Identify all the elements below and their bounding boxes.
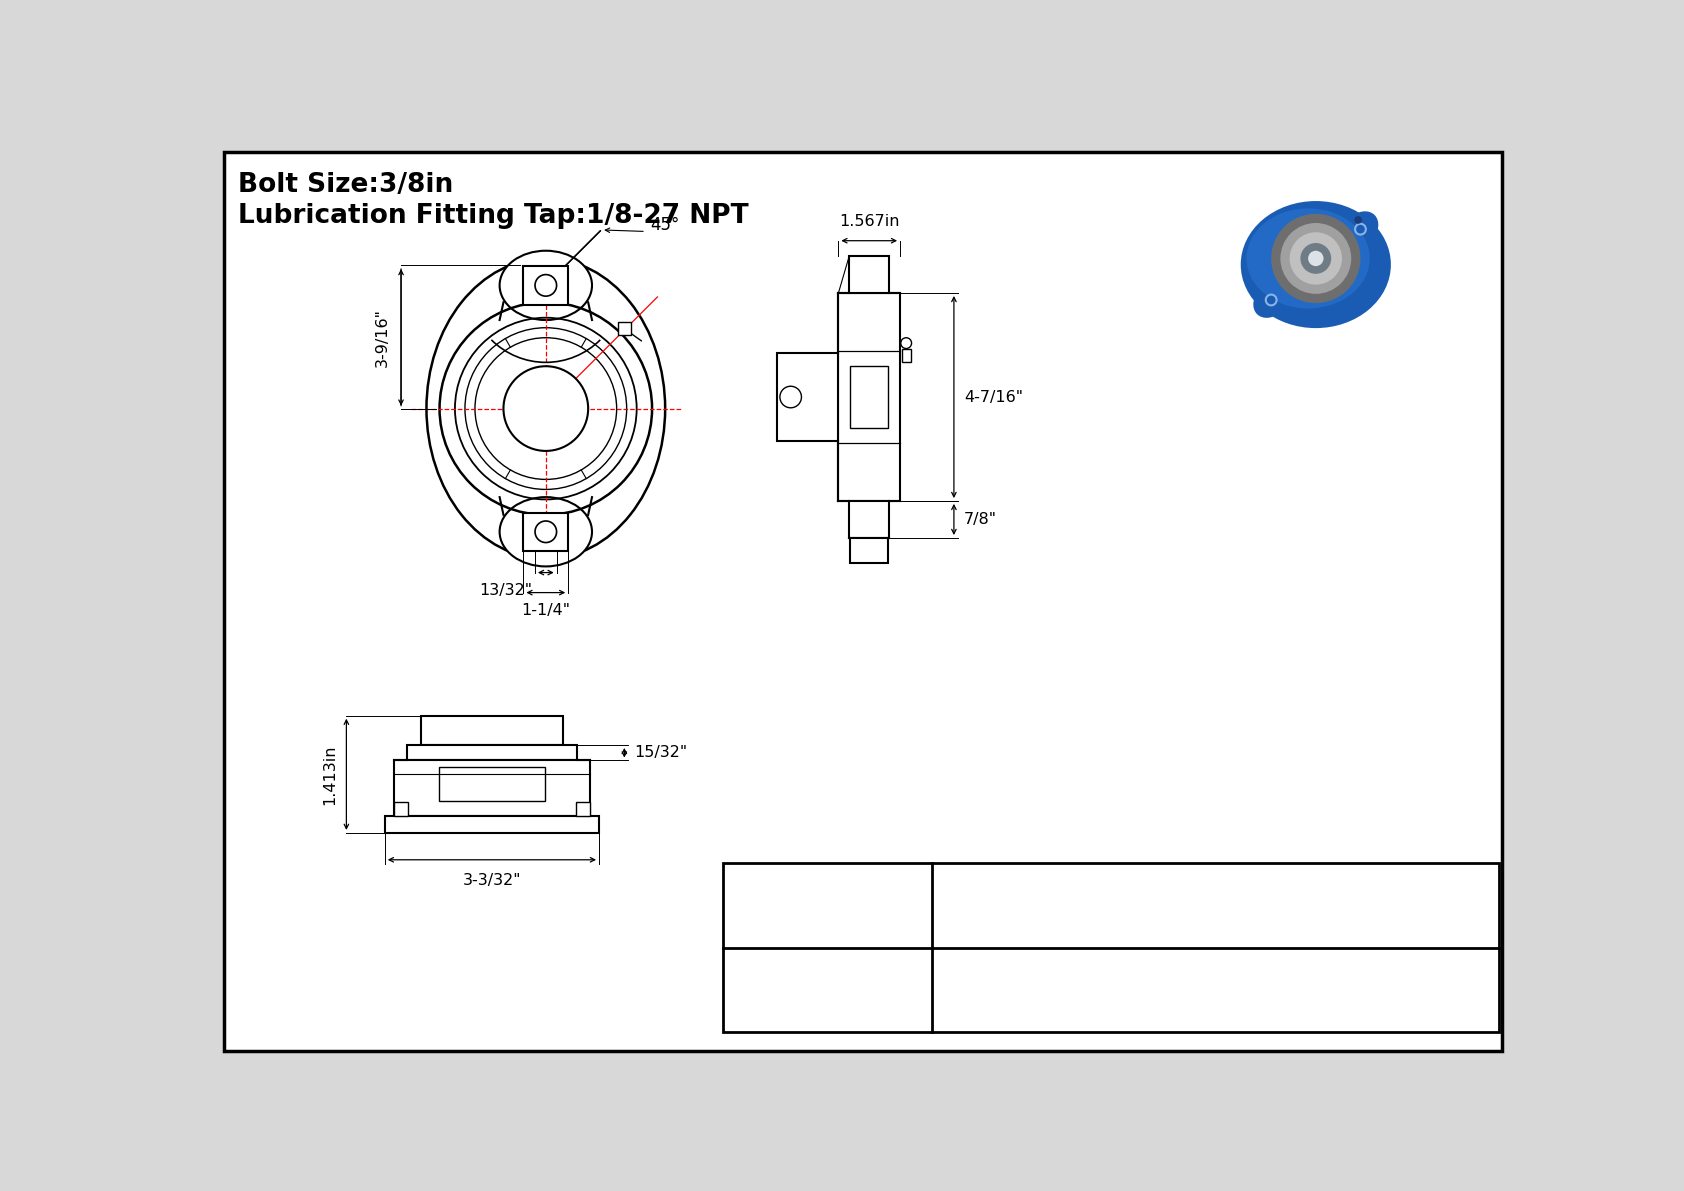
Text: UEFX206-20: UEFX206-20 xyxy=(1154,964,1276,983)
Circle shape xyxy=(1271,213,1361,303)
Ellipse shape xyxy=(1246,208,1369,308)
Text: 1.413in: 1.413in xyxy=(322,744,337,805)
Text: 1-1/4": 1-1/4" xyxy=(522,604,571,618)
Circle shape xyxy=(1354,216,1362,224)
Text: ®: ® xyxy=(844,877,862,894)
Text: 13/32": 13/32" xyxy=(478,584,532,598)
Bar xyxy=(901,349,911,362)
Bar xyxy=(776,353,839,442)
Text: 4-7/16": 4-7/16" xyxy=(963,389,1022,405)
Text: Email: lilybearing@lily-bearing.com: Email: lilybearing@lily-bearing.com xyxy=(1079,910,1351,925)
Bar xyxy=(618,323,630,335)
Circle shape xyxy=(1266,294,1276,305)
Text: Two-Bolt Flange Bearing Accu-Loc Concentric Collar
Locking: Two-Bolt Flange Bearing Accu-Loc Concent… xyxy=(1027,986,1404,1018)
Circle shape xyxy=(1290,232,1342,285)
Circle shape xyxy=(1300,243,1332,274)
Ellipse shape xyxy=(500,497,593,567)
Text: Bolt Size:3/8in: Bolt Size:3/8in xyxy=(237,173,453,198)
Text: 3-3/32": 3-3/32" xyxy=(463,873,520,887)
Circle shape xyxy=(1308,251,1324,266)
Ellipse shape xyxy=(500,251,593,320)
Bar xyxy=(394,761,589,816)
Ellipse shape xyxy=(1253,282,1288,318)
Bar xyxy=(850,366,889,428)
Bar xyxy=(839,293,899,501)
Bar xyxy=(722,862,1499,1033)
Circle shape xyxy=(1356,224,1366,235)
Bar xyxy=(394,802,408,816)
Bar xyxy=(421,716,562,746)
Bar xyxy=(524,512,568,551)
Bar xyxy=(408,746,576,761)
Text: 45°: 45° xyxy=(650,217,679,235)
Bar xyxy=(576,802,589,816)
Bar xyxy=(849,501,889,538)
Text: 3-9/16": 3-9/16" xyxy=(376,308,391,367)
Ellipse shape xyxy=(426,258,665,559)
Bar xyxy=(524,266,568,305)
Bar xyxy=(386,816,600,833)
Text: Part
Number: Part Number xyxy=(791,971,864,1009)
Ellipse shape xyxy=(1241,201,1391,328)
Circle shape xyxy=(1280,223,1351,294)
Bar xyxy=(850,538,889,562)
Text: 1.567in: 1.567in xyxy=(839,214,899,229)
Text: Lubrication Fitting Tap:1/8-27 NPT: Lubrication Fitting Tap:1/8-27 NPT xyxy=(237,202,748,229)
Text: SHANGHAI LILY BEARING LIMITED: SHANGHAI LILY BEARING LIMITED xyxy=(1059,885,1372,904)
Text: LILY: LILY xyxy=(744,871,904,940)
Bar xyxy=(849,256,889,293)
Circle shape xyxy=(504,366,588,451)
Text: 7/8": 7/8" xyxy=(963,512,997,526)
Bar xyxy=(440,767,546,802)
Ellipse shape xyxy=(1342,211,1378,247)
Text: 15/32": 15/32" xyxy=(635,746,687,760)
